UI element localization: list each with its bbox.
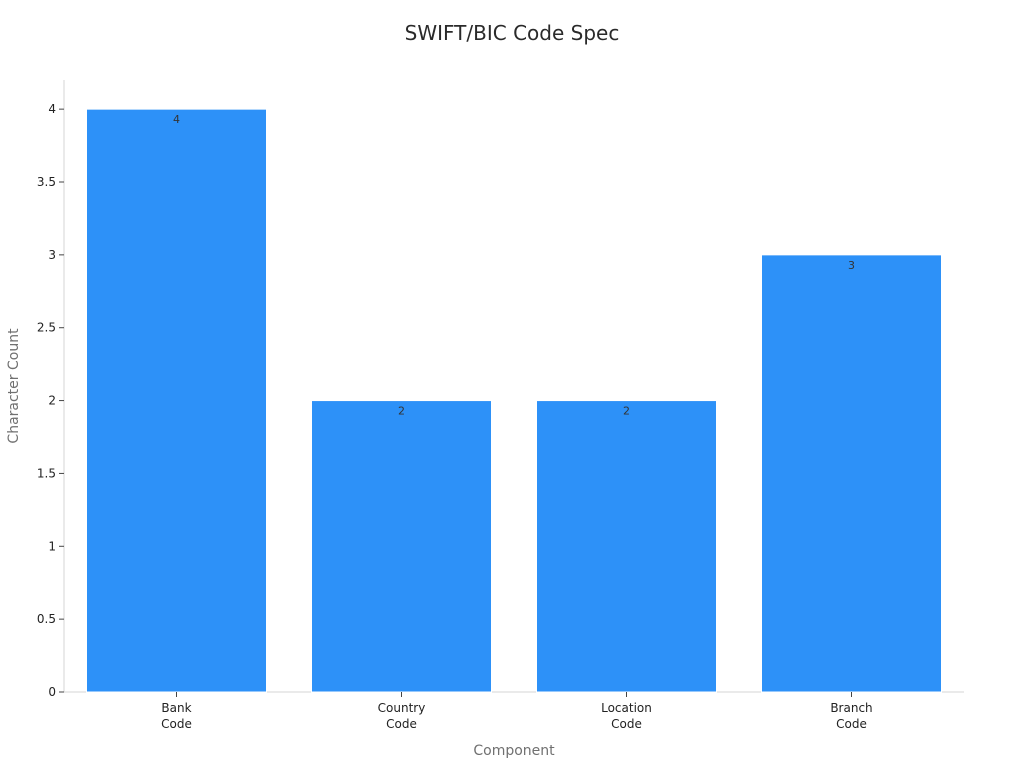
y-tick-label: 3.5 xyxy=(37,175,56,189)
bar xyxy=(761,254,942,693)
x-tick-label: Location xyxy=(601,701,652,715)
y-axis-ticks: 0 0.5 1 1.5 2 2.5 3 3.5 4 xyxy=(37,102,64,699)
y-tick-label: 0.5 xyxy=(37,612,56,626)
y-tick-label: 1.5 xyxy=(37,466,56,480)
x-axis-ticks: Bank Code Country Code Location Code Branch Cod… xyxy=(161,692,873,731)
bars-group: 4 2 2 3 xyxy=(86,108,942,693)
x-tick-label: Code xyxy=(611,717,642,731)
y-tick-label: 3 xyxy=(48,248,56,262)
x-tick-label: Code xyxy=(836,717,867,731)
y-tick-label: 2.5 xyxy=(37,321,56,335)
bar xyxy=(86,108,267,693)
chart-title: SWIFT/BIC Code Spec xyxy=(405,21,620,45)
x-tick-label: Bank xyxy=(161,701,191,715)
bar-data-label: 2 xyxy=(398,405,405,418)
bar-data-label: 3 xyxy=(848,259,855,272)
x-tick-label: Code xyxy=(386,717,417,731)
x-tick-label: Branch xyxy=(830,701,872,715)
y-axis-label: Character Count xyxy=(6,328,22,444)
y-tick-label: 4 xyxy=(48,102,56,116)
y-tick-label: 0 xyxy=(48,685,56,699)
x-tick-label: Country xyxy=(378,701,426,715)
bar-data-label: 4 xyxy=(173,113,180,126)
y-tick-label: 1 xyxy=(48,539,56,553)
x-tick-label: Code xyxy=(161,717,192,731)
y-tick-label: 2 xyxy=(48,394,56,408)
bar-data-label: 2 xyxy=(623,405,630,418)
x-axis-label: Component xyxy=(473,743,555,759)
bar xyxy=(311,400,492,693)
bar xyxy=(536,400,717,693)
